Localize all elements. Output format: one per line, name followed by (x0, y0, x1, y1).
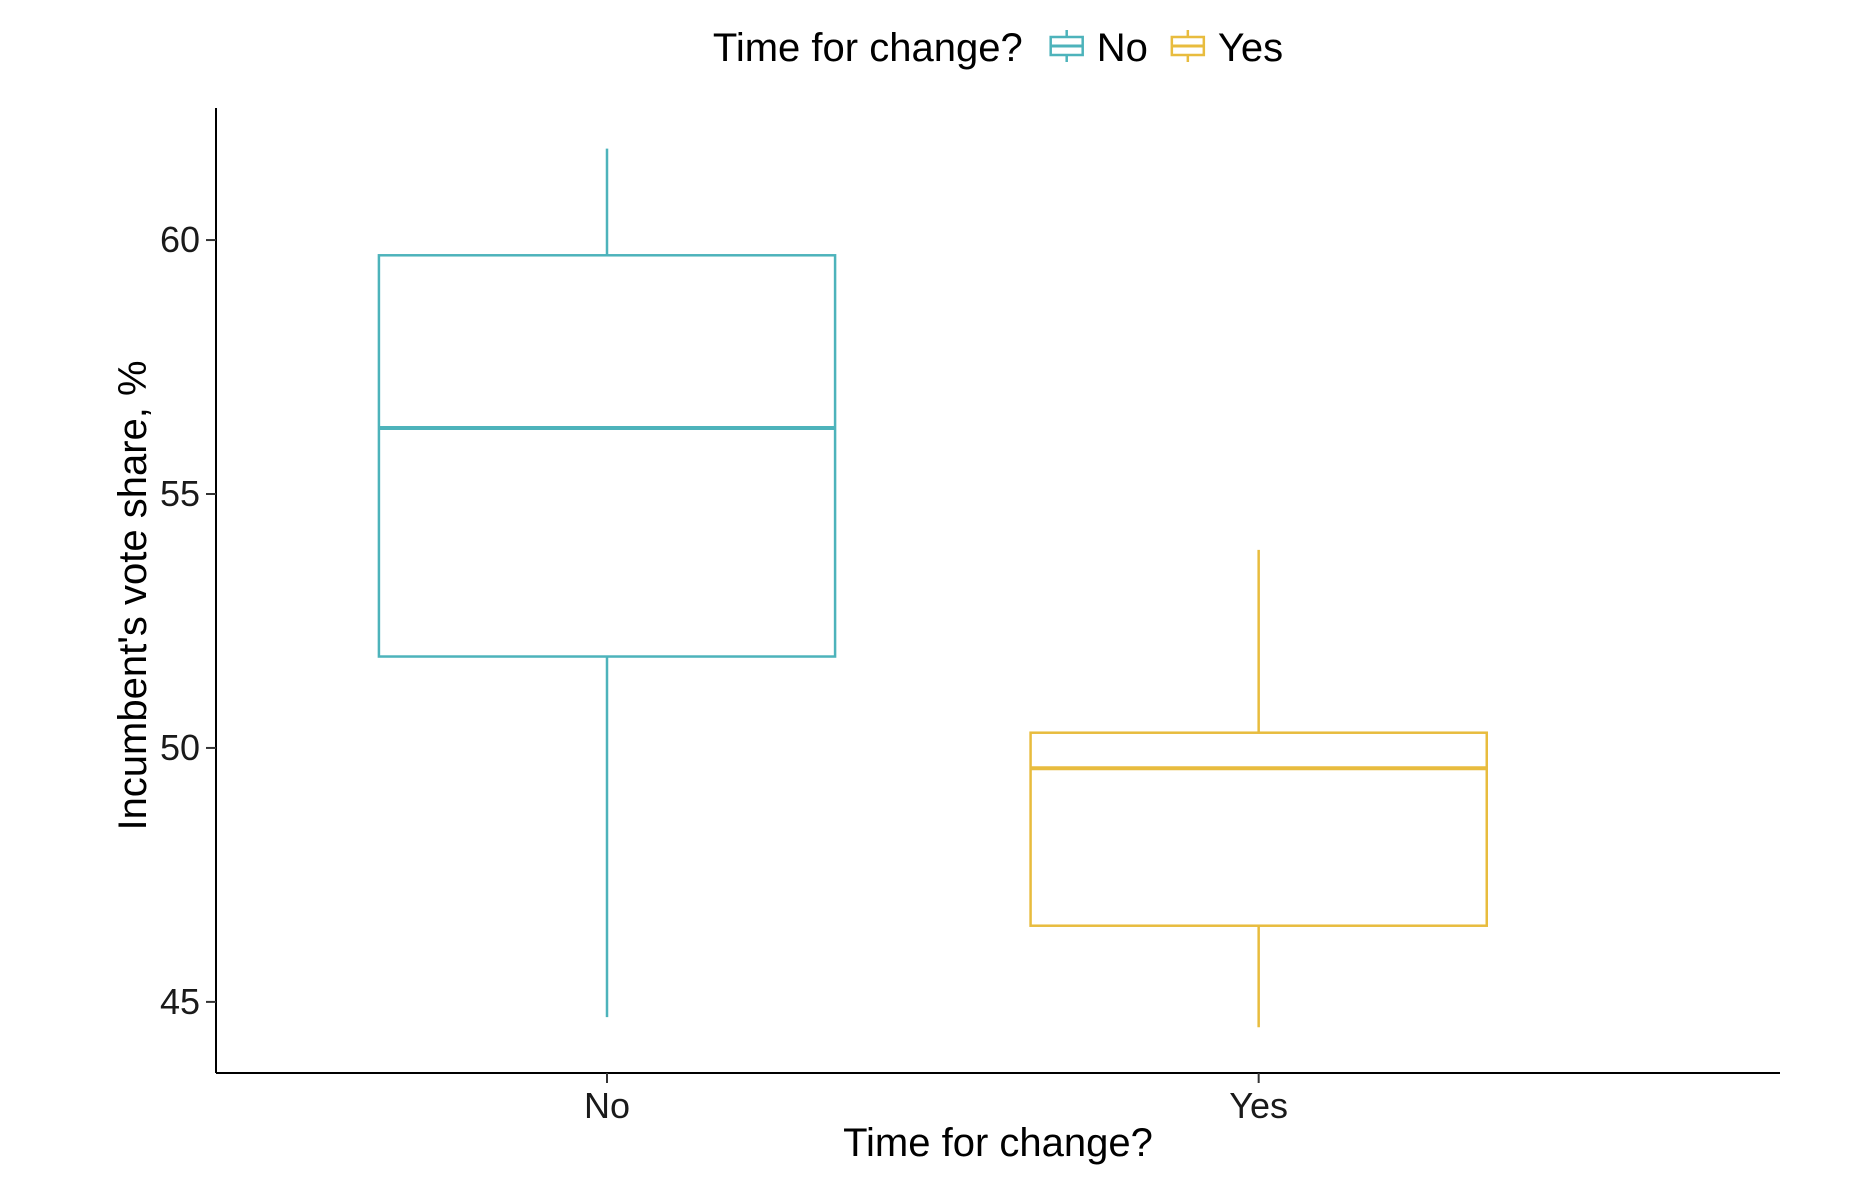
y-axis-title: Incumbent's vote share, % (111, 360, 155, 830)
boxes (377, 148, 1489, 1028)
legend-title: Time for change? (713, 26, 1023, 70)
x-tick-label: No (584, 1085, 630, 1126)
iqr-box (377, 254, 837, 658)
legend-key-yes (1170, 30, 1206, 62)
axes: 45 50 55 60 No Yes (160, 108, 1780, 1126)
box-no (377, 148, 837, 1018)
legend: Time for change? No Yes (713, 26, 1283, 70)
y-tick-label: 45 (160, 981, 200, 1022)
legend-label-no: No (1097, 26, 1148, 70)
y-tick-label: 55 (160, 473, 200, 514)
legend-label-yes: Yes (1218, 26, 1283, 70)
iqr-box (1029, 731, 1489, 927)
x-axis-title: Time for change? (843, 1121, 1153, 1165)
box-yes (1029, 549, 1489, 1028)
legend-key-no (1049, 30, 1084, 62)
y-tick-label: 50 (160, 727, 200, 768)
y-tick-label: 60 (160, 219, 200, 260)
x-tick-label: Yes (1229, 1085, 1288, 1126)
